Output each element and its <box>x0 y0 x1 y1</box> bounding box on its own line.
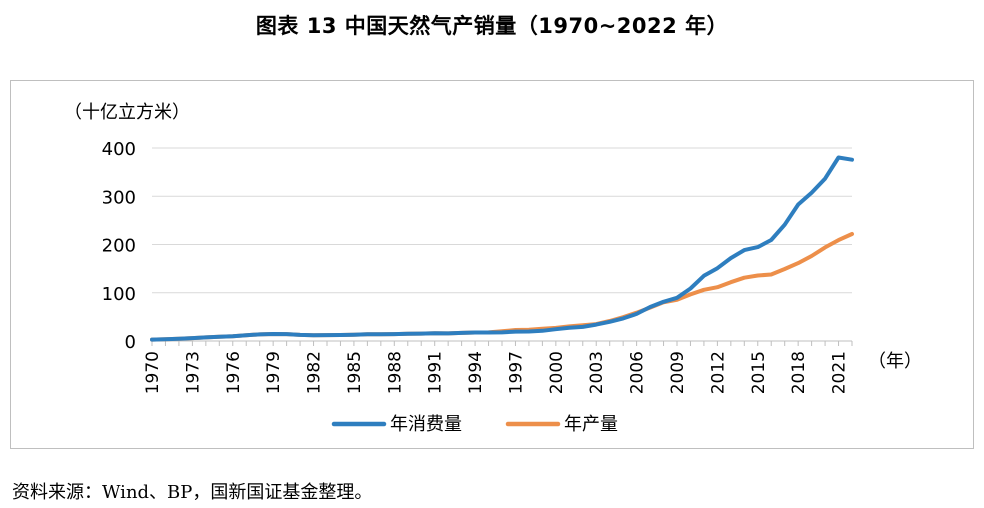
series-line-consumption <box>150 155 854 342</box>
x-tick-label: 1973 <box>183 351 203 394</box>
legend-item-consumption: 年消费量 <box>331 414 462 435</box>
x-axis-label: （年） <box>868 351 922 372</box>
y-tick-label: 200 <box>102 236 136 257</box>
y-tick-label: 300 <box>102 187 136 208</box>
chart-frame <box>10 80 974 449</box>
x-tick-label: 1985 <box>345 351 365 394</box>
x-tick-label: 2006 <box>628 351 648 394</box>
line-chart: 0 100 200 300 400 1970 1973 1976 1979 1982 1985 198… <box>64 102 922 435</box>
y-tick-label: 400 <box>102 139 136 160</box>
y-axis-label: （十亿立方米） <box>64 102 190 123</box>
x-tick-label: 2018 <box>789 351 809 394</box>
legend-label: 年消费量 <box>390 414 462 435</box>
x-tick-label: 1991 <box>426 351 446 394</box>
x-tick-label: 2015 <box>749 351 769 394</box>
x-tick-label: 1988 <box>385 351 405 394</box>
x-tick-label: 2009 <box>668 351 688 394</box>
x-tick-label: 2021 <box>830 351 850 394</box>
legend-item-production: 年产量 <box>505 414 618 435</box>
legend-label: 年产量 <box>564 414 618 435</box>
y-tick-label: 0 <box>125 332 136 353</box>
x-tick-label: 1979 <box>264 351 284 394</box>
x-tick-label: 2012 <box>708 351 728 394</box>
chart-title: 图表 13 中国天然气产销量（1970~2022 年） <box>255 14 729 38</box>
x-tick-label: 1982 <box>305 351 325 394</box>
x-tick-label: 1994 <box>466 351 486 394</box>
x-tick-label: 2003 <box>587 351 607 394</box>
source-note: 资料来源：Wind、BP，国新国证基金整理。 <box>12 482 373 503</box>
x-tick-label: 1997 <box>506 351 526 394</box>
x-tick-label: 2000 <box>547 351 567 394</box>
y-tick-label: 100 <box>102 284 136 305</box>
x-tick-label: 1976 <box>224 351 244 394</box>
x-tick-label: 1970 <box>143 351 163 394</box>
